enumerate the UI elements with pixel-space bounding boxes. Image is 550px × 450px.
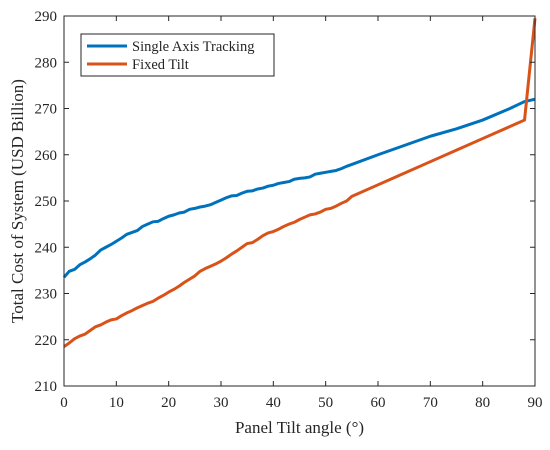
x-tick-label: 50 <box>318 395 333 411</box>
ticks-layer: 0 10 20 30 40 50 60 70 80 90 210 220 230 240 250 260 270… <box>35 9 543 411</box>
y-tick-label: 290 <box>35 9 58 25</box>
x-tick-label: 80 <box>475 395 490 411</box>
y-tick-label: 230 <box>35 287 58 303</box>
y-tick-label: 250 <box>35 194 58 210</box>
legend-box <box>80 33 275 77</box>
x-tick-label: 10 <box>109 395 124 411</box>
series-layer <box>62 18 537 348</box>
legend-label-single-axis-tracking: Single Axis Tracking <box>132 39 254 55</box>
x-tick-label: 90 <box>528 395 543 411</box>
series-line-single-axis-tracking <box>62 97 536 279</box>
y-tick-label: 240 <box>35 240 58 256</box>
x-tick-label: 30 <box>214 395 229 411</box>
y-tick-label: 220 <box>35 333 58 349</box>
x-axis-label: Panel Tilt angle (°) <box>235 418 364 437</box>
legend: Single Axis Tracking Fixed Tilt <box>80 33 275 77</box>
x-tick-label: 60 <box>371 395 386 411</box>
x-tick-label: 0 <box>60 395 68 411</box>
x-tick-label: 70 <box>423 395 438 411</box>
series-line-fixed-tilt <box>63 18 537 348</box>
y-tick-label: 210 <box>35 379 58 395</box>
x-tick-label: 20 <box>161 395 176 411</box>
y-axis-label: Total Cost of System (USD Billion) <box>8 79 27 323</box>
y-tick-label: 280 <box>35 55 58 71</box>
y-tick-label: 270 <box>35 102 58 118</box>
y-tick-label: 260 <box>35 148 58 164</box>
x-tick-label: 40 <box>266 395 281 411</box>
legend-label-fixed-tilt: Fixed Tilt <box>132 57 189 73</box>
